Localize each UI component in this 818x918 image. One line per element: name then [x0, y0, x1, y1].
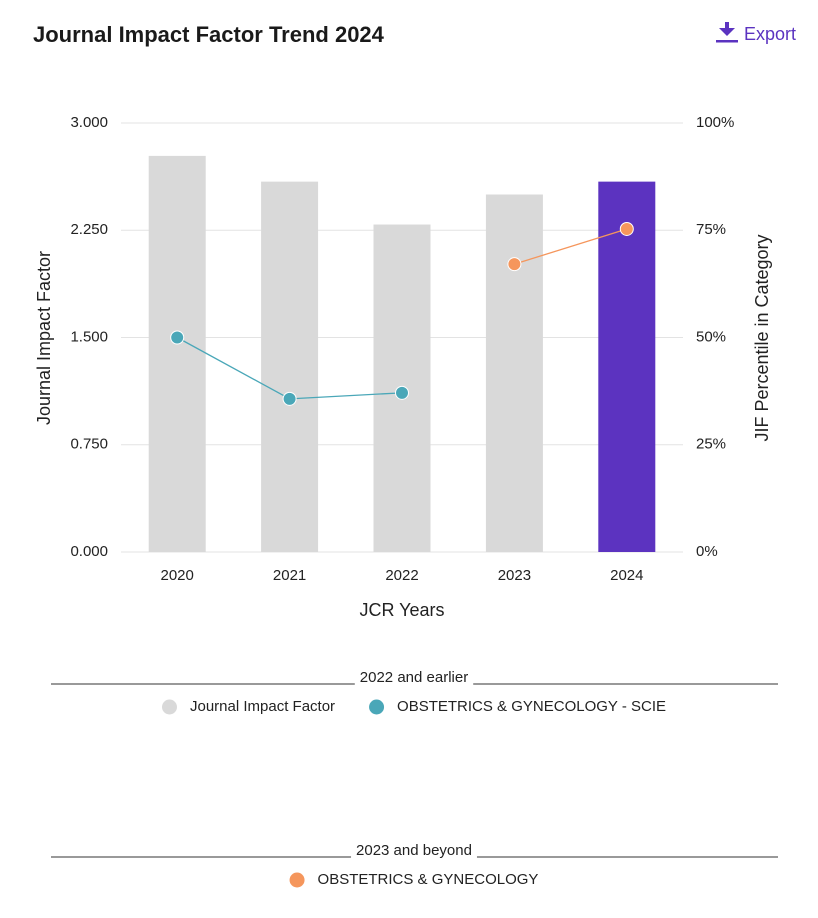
chart-title: Journal Impact Factor Trend 2024	[33, 22, 385, 47]
x-tick-label: 2020	[161, 567, 194, 584]
y-tick-label: 0.000	[70, 543, 108, 560]
legend-swatch	[289, 872, 305, 888]
y-tick-label: 3.000	[70, 114, 108, 131]
x-tick-label: 2021	[273, 567, 306, 584]
x-axis-label: JCR Years	[359, 600, 444, 620]
y-tick-label: 0.750	[70, 436, 108, 453]
legend-label: OBSTETRICS & GYNECOLOGY - SCIE	[397, 698, 666, 715]
legend-swatch	[161, 699, 177, 715]
y2-tick-label: 25%	[696, 436, 726, 453]
export-button[interactable]: Export	[716, 22, 796, 44]
x-tick-label: 2022	[385, 567, 418, 584]
bar	[148, 155, 206, 552]
marker	[395, 385, 409, 400]
y-tick-label: 2.250	[70, 221, 108, 238]
legend-swatch	[369, 699, 385, 715]
y2-tick-label: 75%	[696, 221, 726, 238]
bar	[485, 194, 543, 552]
y2-axis-label: JIF Percentile in Category	[752, 234, 772, 441]
bar	[261, 181, 319, 552]
x-tick-label: 2024	[610, 567, 643, 584]
legend-group-title: 2022 and earlier	[360, 669, 468, 686]
y2-tick-label: 100%	[696, 114, 734, 131]
export-label[interactable]: Export	[744, 24, 796, 44]
marker	[170, 330, 185, 345]
marker	[619, 221, 634, 236]
line	[514, 228, 627, 265]
x-tick-label: 2023	[498, 567, 531, 584]
y2-tick-label: 50%	[696, 328, 726, 345]
marker	[282, 391, 297, 406]
y-tick-label: 1.500	[70, 328, 108, 345]
y-axis-label: Journal Impact Factor	[34, 251, 54, 425]
export-icon	[716, 22, 738, 43]
legend-group-title: 2023 and beyond	[356, 842, 472, 859]
legend-label: Journal Impact Factor	[190, 698, 335, 715]
bar	[598, 181, 656, 552]
legend-label: OBSTETRICS & GYNECOLOGY	[318, 871, 539, 888]
y2-tick-label: 0%	[696, 543, 718, 560]
marker	[507, 257, 522, 272]
